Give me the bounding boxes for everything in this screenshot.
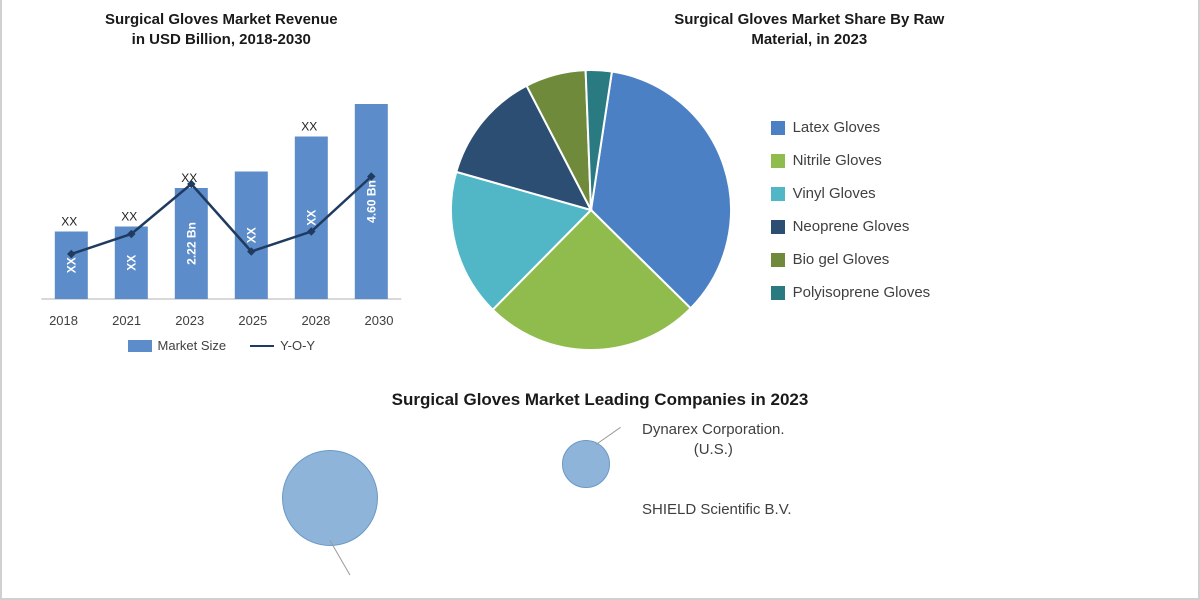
bar-inner-label: 2.22 Bn [184,222,198,265]
pie-legend-label: Polyisoprene Gloves [793,284,931,301]
company-bubble-large [282,450,378,546]
bar-x-axis: 2018 2021 2023 2025 2028 2030 [32,313,411,328]
legend-yoy: Y-O-Y [250,338,315,353]
company-label: SHIELD Scientific B.V. [642,500,792,520]
revenue-chart-panel: Surgical Gloves Market Revenue in USD Bi… [2,0,421,380]
pie-legend-item: Neoprene Gloves [771,210,1188,243]
bar-title-line1: Surgical Gloves Market Revenue [105,11,338,28]
pie-swatch-icon [771,286,785,300]
x-label: 2028 [301,313,330,328]
x-label: 2023 [175,313,204,328]
leader-line [596,427,621,445]
companies-panel: Surgical Gloves Market Leading Companies… [2,380,1198,580]
pie-legend-item: Vinyl Gloves [771,177,1188,210]
pie-legend: Latex Gloves Nitrile Gloves Vinyl Gloves Ne… [751,111,1188,309]
legend-market-size: Market Size [128,338,227,353]
bar-inner-label: 4.60 Bn [364,180,378,223]
bar-inner-label: XX [244,227,258,243]
bar-title-line2: in USD Billion, 2018-2030 [132,31,311,48]
bar-line-svg: XXXXXXXXXX2.22 BnXXXXXX4.60 Bn [32,59,411,309]
pie-swatch-icon [771,220,785,234]
bar-inner-label: XX [64,257,78,273]
pie-swatch-icon [771,121,785,135]
bubble-area: Dynarex Corporation. (U.S.) SHIELD Scienti… [2,420,1198,570]
bar-swatch-icon [128,340,152,352]
pie-legend-item: Bio gel Gloves [771,243,1188,276]
x-label: 2018 [49,313,78,328]
legend-line-label: Y-O-Y [280,338,315,353]
pie-chart-panel: Surgical Gloves Market Share By Raw Mate… [421,0,1198,380]
bar-over-label: XX [121,210,137,224]
pie-legend-item: Polyisoprene Gloves [771,276,1188,309]
company-label: Dynarex Corporation. (U.S.) [642,420,785,459]
pie-legend-label: Nitrile Gloves [793,152,882,169]
bar-inner-label: XX [304,210,318,226]
pie-legend-label: Neoprene Gloves [793,218,910,235]
pie-title-line1: Surgical Gloves Market Share By Raw [674,11,944,28]
pie-swatch-icon [771,253,785,267]
legend-bar-label: Market Size [158,338,227,353]
bar-over-label: XX [301,120,317,134]
pie-legend-label: Bio gel Gloves [793,251,890,268]
pie-title-line2: Material, in 2023 [751,31,867,48]
pie-legend-label: Latex Gloves [793,119,881,136]
pie-svg [441,60,741,360]
bar-inner-label: XX [124,255,138,271]
company-sub: (U.S.) [694,441,733,458]
bar-over-label: XX [61,215,77,229]
pie-swatch-icon [771,187,785,201]
pie-legend-item: Latex Gloves [771,111,1188,144]
bar-chart-title: Surgical Gloves Market Revenue in USD Bi… [32,10,411,49]
company-name: Dynarex Corporation. [642,421,785,438]
x-label: 2025 [238,313,267,328]
x-label: 2021 [112,313,141,328]
bar-chart-area: XXXXXXXXXX2.22 BnXXXXXX4.60 Bn [32,59,411,309]
pie-swatch-icon [771,154,785,168]
x-label: 2030 [365,313,394,328]
pie-legend-item: Nitrile Gloves [771,144,1188,177]
company-bubble [562,440,610,488]
pie-chart-title: Surgical Gloves Market Share By Raw Mate… [431,10,1188,49]
leader-line [330,540,351,575]
pie-svg-wrap [431,60,751,360]
bar-legend: Market Size Y-O-Y [32,338,411,353]
line-swatch-icon [250,345,274,347]
companies-title: Surgical Gloves Market Leading Companies… [2,390,1198,410]
pie-legend-label: Vinyl Gloves [793,185,876,202]
